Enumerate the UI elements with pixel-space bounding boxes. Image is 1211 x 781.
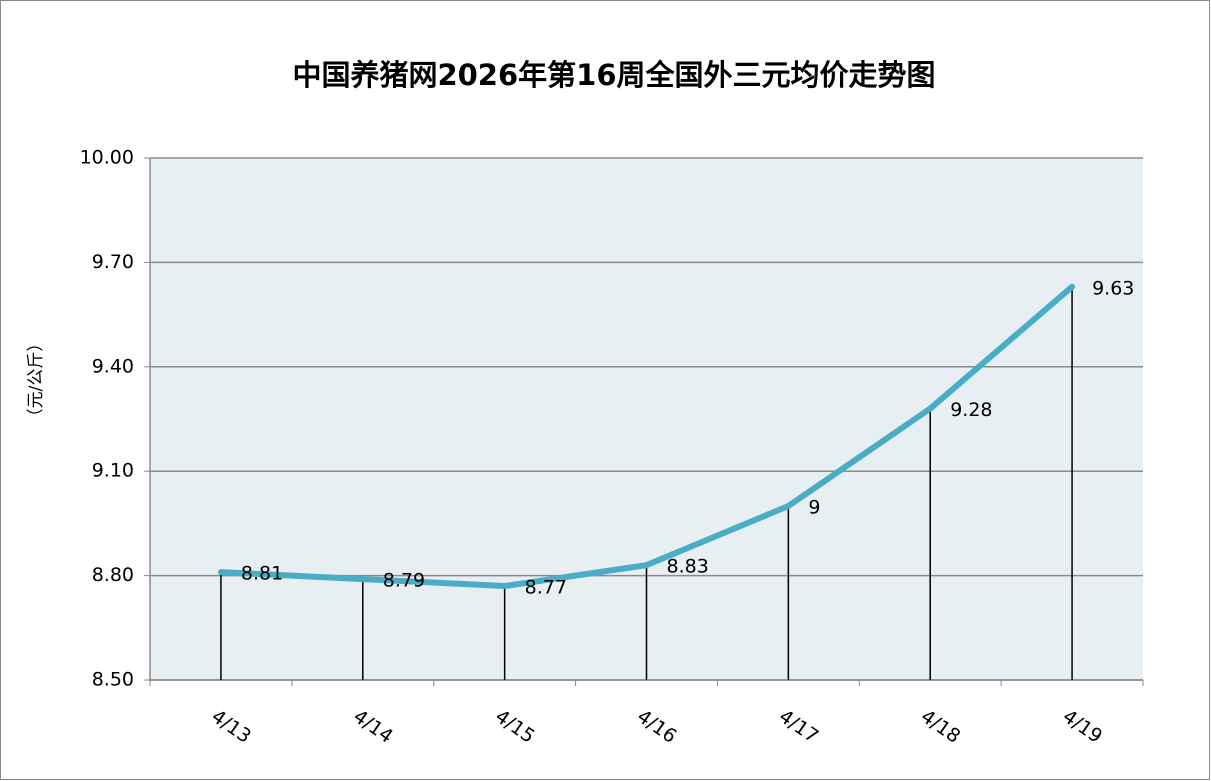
y-tick-label: 8.50: [92, 669, 134, 691]
y-tick-label: 9.10: [92, 460, 134, 482]
chart-title: 中国养猪网2026年第16周全国外三元均价走势图: [292, 58, 935, 92]
y-tick-label: 9.70: [92, 251, 134, 273]
series-line: [217, 283, 1076, 590]
y-tick-label: 10.00: [80, 147, 134, 169]
data-label: 8.83: [667, 556, 709, 578]
data-label: 8.77: [525, 577, 567, 599]
data-label: 9: [808, 497, 820, 519]
data-label: 8.81: [241, 563, 283, 585]
data-label: 9.63: [1092, 277, 1134, 299]
data-label: 8.79: [383, 570, 425, 592]
y-tick-label: 8.80: [92, 564, 134, 586]
data-label: 9.28: [950, 399, 992, 421]
y-tick-label: 9.40: [92, 355, 134, 377]
y-axis-label: （元/公斤）: [26, 335, 46, 426]
